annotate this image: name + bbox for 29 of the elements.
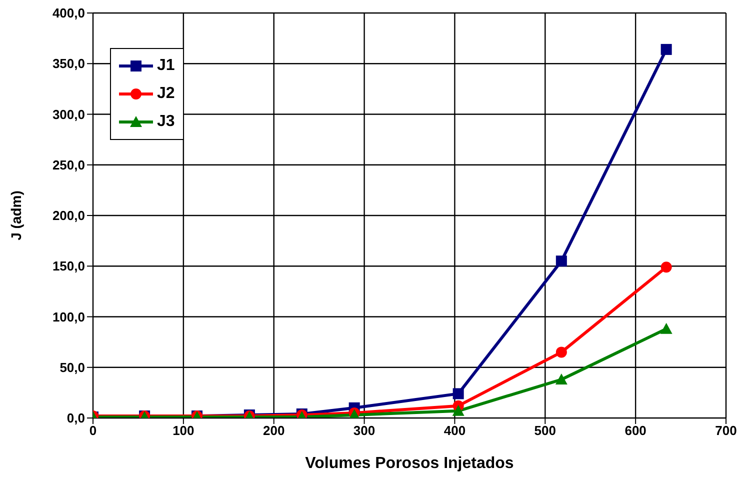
x-tick-label: 700 [715, 423, 737, 438]
point [556, 346, 567, 358]
y-tick-label: 250,0 [52, 157, 85, 172]
y-tick-label: 100,0 [52, 309, 85, 324]
point [660, 322, 672, 334]
point [452, 388, 464, 400]
x-tick-label: 200 [263, 423, 285, 438]
point [555, 374, 568, 385]
y-tick-label: 200,0 [52, 208, 85, 224]
x-axis-title: Volumes Porosos Injetados [305, 455, 514, 472]
y-tick-label: 50,0 [60, 360, 85, 375]
x-tick-label: 100 [172, 423, 194, 438]
legend-label: J2 [157, 85, 175, 103]
x-tick-label: 600 [624, 423, 646, 438]
point [556, 256, 567, 267]
x-tick-label: 300 [353, 423, 376, 438]
point [660, 262, 672, 273]
y-tick-label: 0,0 [66, 410, 85, 426]
legend-label: J3 [157, 113, 175, 131]
legend-label: J1 [157, 57, 175, 75]
x-tick-label: 500 [534, 423, 556, 438]
x-tick-label: 400 [444, 423, 466, 438]
y-tick-label: 350,0 [52, 56, 85, 72]
x-tick-label: 0 [89, 423, 97, 438]
y-tick-label: 150,0 [52, 258, 85, 274]
y-tick-label: 400,0 [52, 6, 85, 21]
y-tick-label: 300,0 [52, 106, 85, 122]
y-axis-title: J (adm) [8, 190, 24, 240]
point [452, 404, 464, 416]
